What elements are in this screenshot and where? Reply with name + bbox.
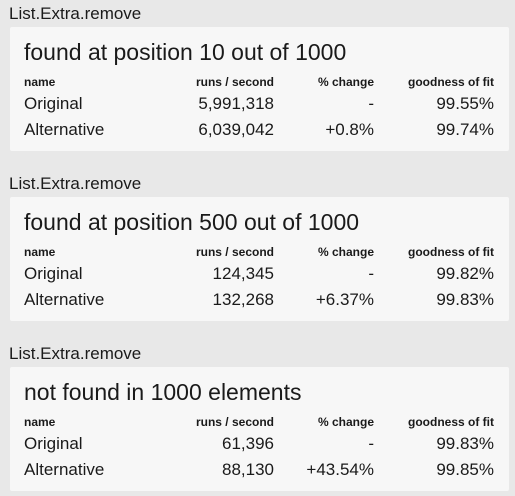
cell-runs: 88,130 <box>222 460 274 479</box>
cell-change: - <box>368 94 374 113</box>
benchmark-title: not found in 1000 elements <box>24 379 302 405</box>
cell-change: +0.8% <box>325 120 374 139</box>
benchmark-card: found at position 10 out of 1000 name ru… <box>10 27 509 151</box>
cell-fit: 99.82% <box>436 264 494 283</box>
table-row: Alternative 6,039,042 +0.8% 99.74% <box>24 117 494 143</box>
group-label: List.Extra.remove <box>9 174 142 193</box>
cell-name: Alternative <box>24 460 105 479</box>
table-row: Alternative 88,130 +43.54% 99.85% <box>24 457 494 483</box>
table-row: Original 124,345 - 99.82% <box>24 261 494 287</box>
benchmark-card: not found in 1000 elements name runs / s… <box>10 367 509 491</box>
cell-fit: 99.83% <box>436 434 494 453</box>
column-header-fit: goodness of fit <box>408 415 494 429</box>
cell-change: - <box>368 434 374 453</box>
cell-fit: 99.83% <box>436 290 494 309</box>
column-header-runs: runs / second <box>195 245 274 259</box>
column-header-change: % change <box>317 75 374 89</box>
cell-name: Alternative <box>24 120 105 139</box>
column-header-fit: goodness of fit <box>408 245 494 259</box>
cell-fit: 99.74% <box>436 120 494 139</box>
table-header-row: name runs / second % change goodness of … <box>24 243 494 261</box>
group-label: List.Extra.remove <box>9 344 142 363</box>
column-header-change: % change <box>317 415 374 429</box>
cell-runs: 6,039,042 <box>198 120 274 139</box>
cell-name: Original <box>24 264 83 283</box>
results-table: name runs / second % change goodness of … <box>24 73 494 143</box>
benchmark-group: List.Extra.remove not found in 1000 elem… <box>0 342 515 492</box>
cell-name: Original <box>24 94 83 113</box>
results-table: name runs / second % change goodness of … <box>24 243 494 313</box>
table-row: Original 5,991,318 - 99.55% <box>24 91 494 117</box>
cell-change: +43.54% <box>306 460 374 479</box>
cell-change: +6.37% <box>315 290 374 309</box>
table-header-row: name runs / second % change goodness of … <box>24 413 494 431</box>
benchmark-card: found at position 500 out of 1000 name r… <box>10 197 509 321</box>
cell-fit: 99.55% <box>436 94 494 113</box>
cell-runs: 61,396 <box>222 434 274 453</box>
benchmark-group: List.Extra.remove found at position 10 o… <box>0 2 515 152</box>
results-table: name runs / second % change goodness of … <box>24 413 494 483</box>
benchmark-group: List.Extra.remove found at position 500 … <box>0 172 515 322</box>
benchmark-title: found at position 10 out of 1000 <box>24 39 347 65</box>
cell-runs: 5,991,318 <box>198 94 274 113</box>
cell-name: Alternative <box>24 290 105 309</box>
cell-fit: 99.85% <box>436 460 494 479</box>
column-header-fit: goodness of fit <box>408 75 494 89</box>
benchmark-title: found at position 500 out of 1000 <box>24 209 360 235</box>
cell-change: - <box>368 264 374 283</box>
column-header-name: name <box>24 245 56 259</box>
table-row: Original 61,396 - 99.83% <box>24 431 494 457</box>
table-row: Alternative 132,268 +6.37% 99.83% <box>24 287 494 313</box>
group-label: List.Extra.remove <box>9 4 142 23</box>
column-header-runs: runs / second <box>195 75 274 89</box>
column-header-runs: runs / second <box>195 415 274 429</box>
cell-runs: 132,268 <box>212 290 274 309</box>
column-header-change: % change <box>317 245 374 259</box>
cell-name: Original <box>24 434 83 453</box>
cell-runs: 124,345 <box>212 264 274 283</box>
table-header-row: name runs / second % change goodness of … <box>24 73 494 91</box>
column-header-name: name <box>24 75 56 89</box>
column-header-name: name <box>24 415 56 429</box>
